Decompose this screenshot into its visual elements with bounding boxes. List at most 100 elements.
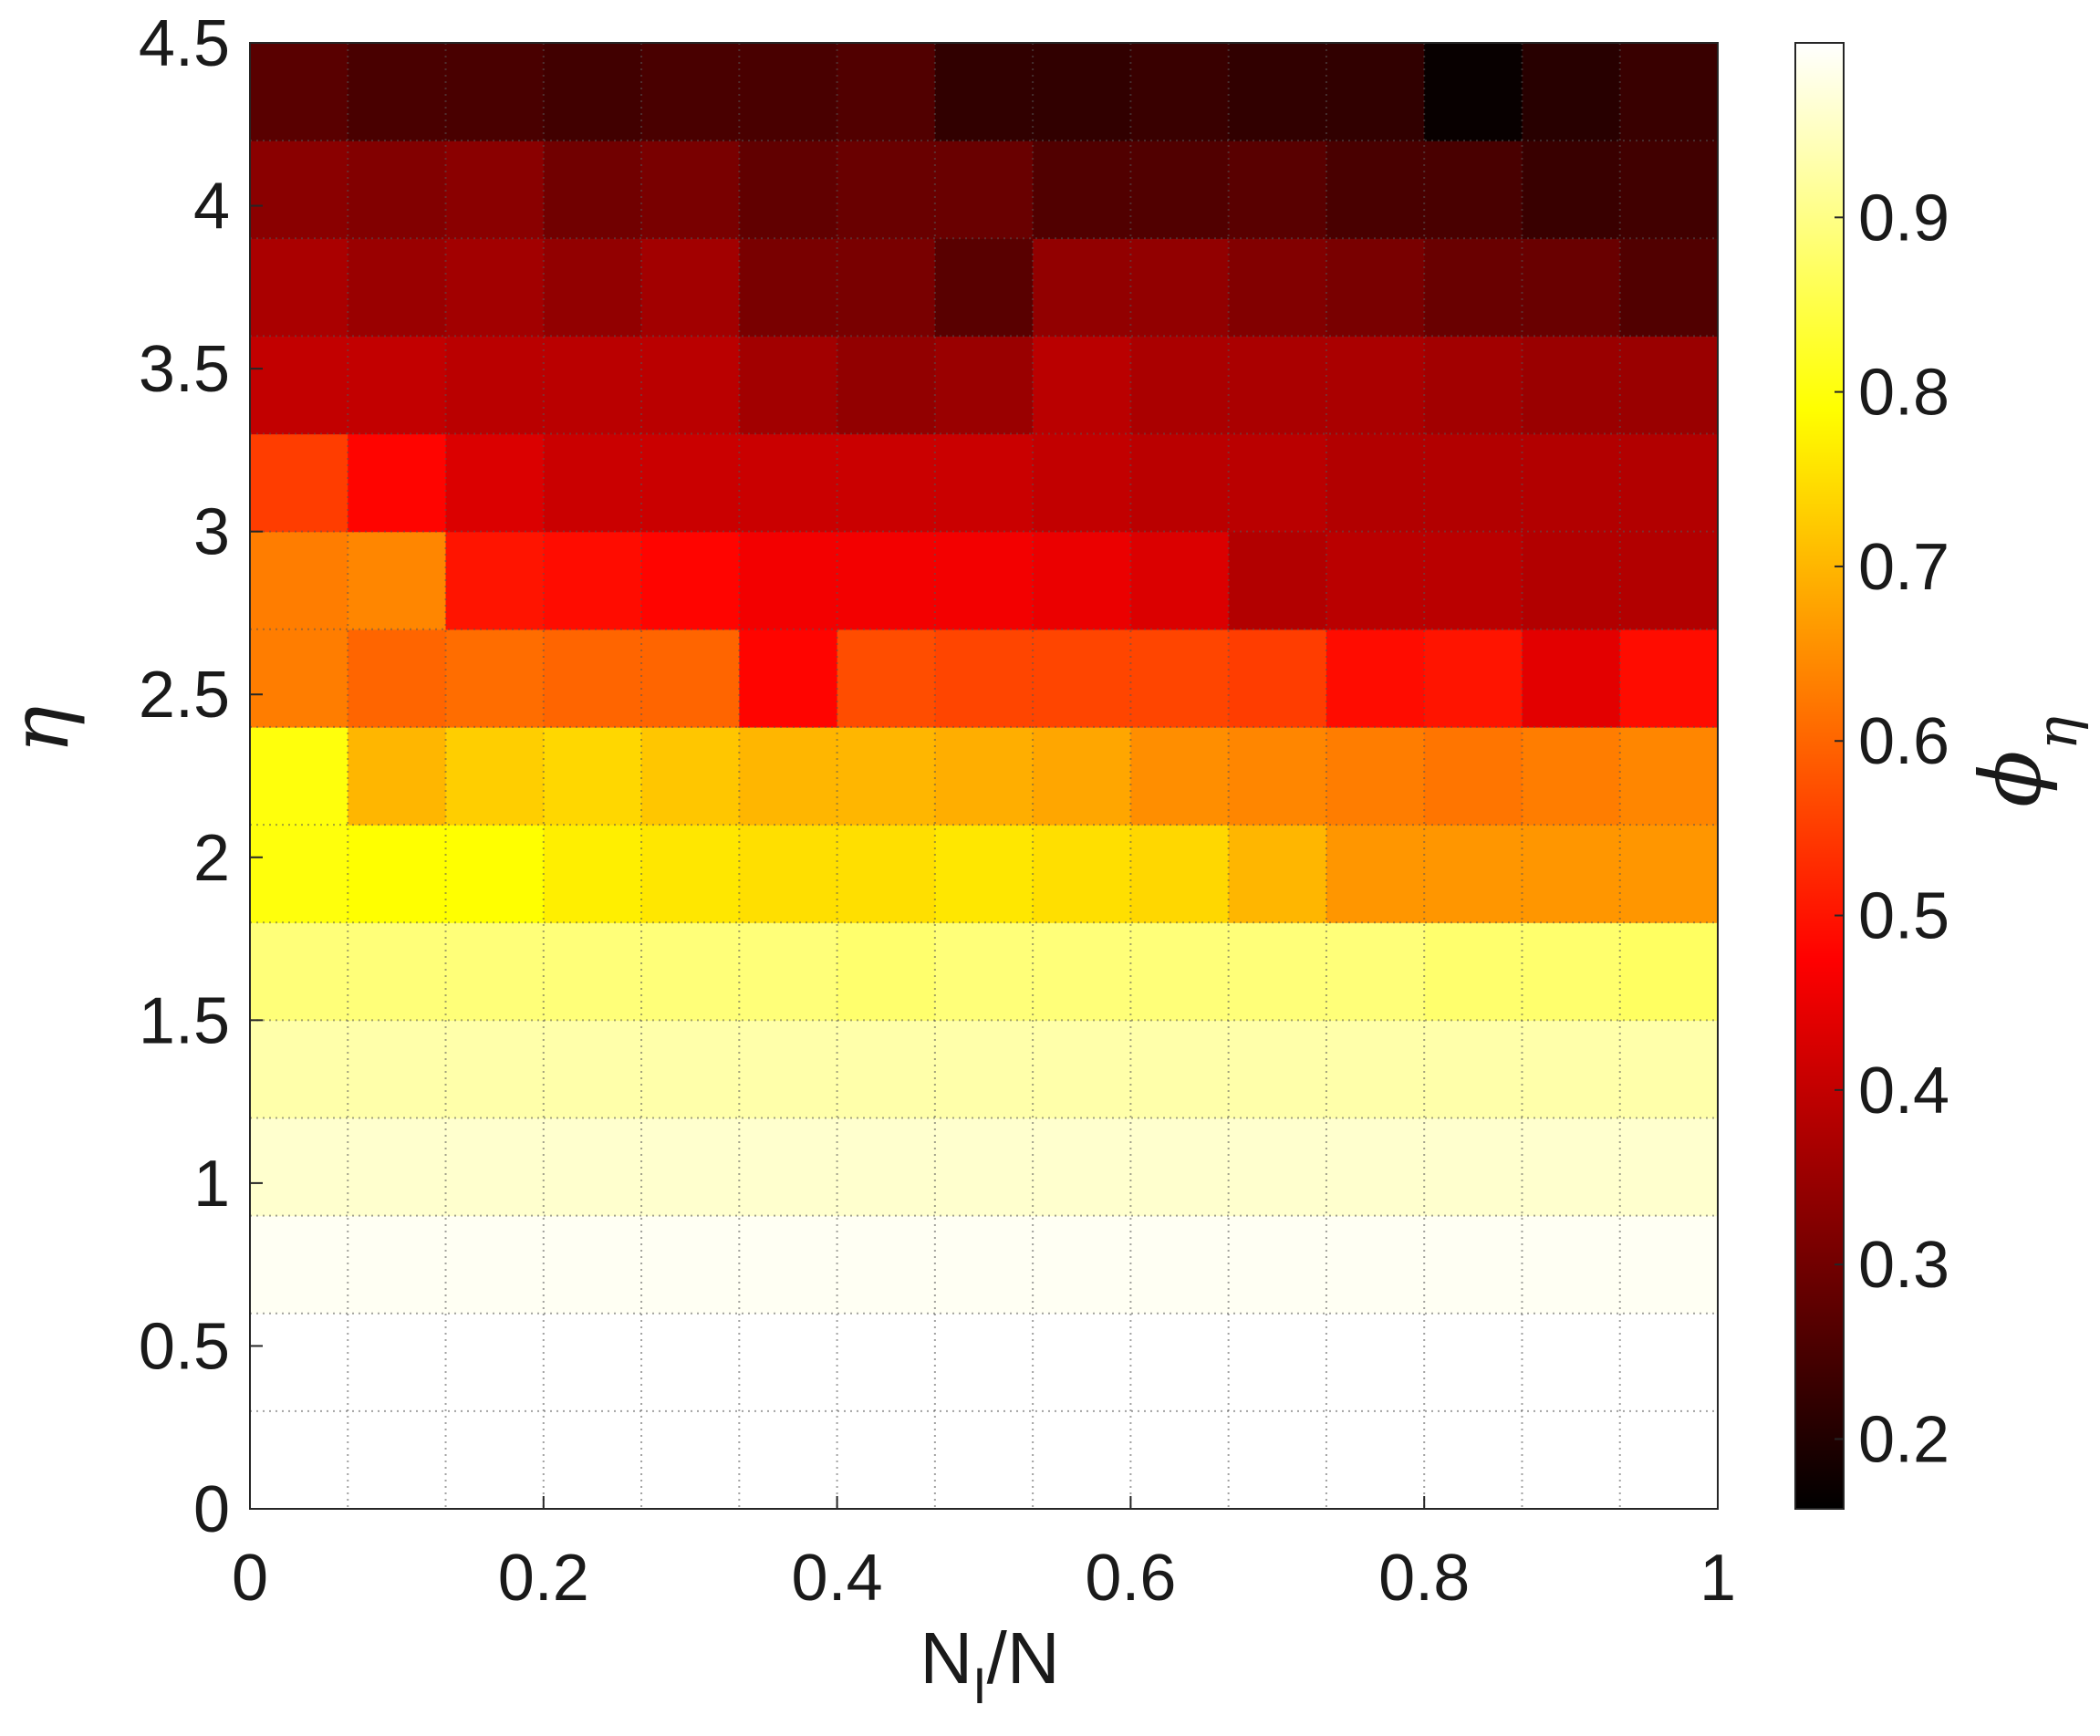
heatmap-cell bbox=[1033, 1313, 1131, 1412]
heatmap-cell bbox=[1424, 629, 1523, 728]
heatmap-cell bbox=[1619, 629, 1719, 728]
heatmap-cell bbox=[739, 629, 838, 728]
heatmap-cell bbox=[1228, 531, 1327, 630]
heatmap-cell bbox=[934, 433, 1034, 533]
heatmap-cell bbox=[739, 825, 838, 923]
heatmap-cell bbox=[543, 336, 642, 435]
heatmap-cell bbox=[1619, 531, 1719, 630]
heatmap-cell bbox=[1619, 1117, 1719, 1217]
heatmap-cell bbox=[641, 1117, 740, 1217]
heatmap-cell bbox=[445, 336, 545, 435]
heatmap-cell bbox=[1228, 1410, 1327, 1510]
colorbar bbox=[1794, 42, 1845, 1510]
heatmap-cell bbox=[1130, 922, 1230, 1021]
heatmap-cell bbox=[1424, 1215, 1523, 1315]
heatmap-cell bbox=[445, 433, 545, 533]
heatmap-cell bbox=[641, 433, 740, 533]
heatmap-cell bbox=[250, 825, 348, 923]
heatmap-cell bbox=[250, 726, 348, 826]
colorbar-tick-label: 0.6 bbox=[1858, 705, 1949, 778]
heatmap-cell bbox=[1033, 922, 1131, 1021]
heatmap-cell bbox=[1424, 531, 1523, 630]
heatmap-cell bbox=[1424, 1410, 1523, 1510]
heatmap-cell bbox=[641, 825, 740, 923]
heatmap-cell bbox=[1325, 1313, 1425, 1412]
heatmap-cell bbox=[1424, 922, 1523, 1021]
heatmap-cell bbox=[641, 43, 740, 141]
heatmap-cell bbox=[445, 140, 545, 239]
heatmap-cell bbox=[543, 922, 642, 1021]
heatmap-cell bbox=[543, 1117, 642, 1217]
y-tick-label: 0.5 bbox=[139, 1310, 230, 1383]
heatmap-cell bbox=[250, 1410, 348, 1510]
heatmap-cell bbox=[250, 1215, 348, 1315]
y-tick-label: 0 bbox=[193, 1473, 230, 1546]
heatmap-cell bbox=[543, 140, 642, 239]
heatmap-cell bbox=[1325, 825, 1425, 923]
heatmap-cell bbox=[641, 1313, 740, 1412]
colorbar-tick-label: 0.9 bbox=[1858, 182, 1949, 255]
heatmap-cell bbox=[837, 922, 936, 1021]
heatmap-cell bbox=[445, 1313, 545, 1412]
y-tick-label: 4.5 bbox=[139, 7, 230, 80]
y-tick-label: 1 bbox=[193, 1148, 230, 1221]
heatmap-cell bbox=[1619, 336, 1719, 435]
heatmap-cell bbox=[543, 629, 642, 728]
heatmap-cell bbox=[250, 238, 348, 337]
heatmap-cell bbox=[250, 43, 348, 141]
heatmap-cell bbox=[1325, 433, 1425, 533]
heatmap-cell bbox=[1522, 825, 1621, 923]
heatmap-cell bbox=[1619, 1020, 1719, 1119]
heatmap-cell bbox=[837, 726, 936, 826]
heatmap-cell bbox=[1033, 43, 1131, 141]
heatmap-cell bbox=[1033, 825, 1131, 923]
heatmap-cell bbox=[739, 140, 838, 239]
heatmap-cell bbox=[641, 336, 740, 435]
heatmap-cell bbox=[1619, 1410, 1719, 1510]
heatmap-cell bbox=[250, 629, 348, 728]
heatmap-cell bbox=[1130, 726, 1230, 826]
heatmap-cell bbox=[1424, 1020, 1523, 1119]
x-tick-label: 0.8 bbox=[1378, 1542, 1470, 1615]
heatmap-cell bbox=[1033, 433, 1131, 533]
x-tick-label: 1 bbox=[1700, 1542, 1736, 1615]
heatmap-cell bbox=[1619, 1215, 1719, 1315]
heatmap-cell bbox=[543, 1215, 642, 1315]
heatmap-cell bbox=[934, 1313, 1034, 1412]
heatmap-cell bbox=[1522, 433, 1621, 533]
heatmap-cell bbox=[739, 531, 838, 630]
heatmap-cell bbox=[543, 1020, 642, 1119]
heatmap-cell bbox=[1522, 1020, 1621, 1119]
heatmap-cell bbox=[934, 629, 1034, 728]
x-axis-label: NI/N bbox=[920, 1617, 1059, 1714]
heatmap-cell bbox=[348, 922, 447, 1021]
heatmap-cell bbox=[1228, 1020, 1327, 1119]
heatmap-cell bbox=[837, 531, 936, 630]
plot-frame bbox=[249, 42, 1719, 1510]
heatmap-cell bbox=[348, 433, 447, 533]
heatmap-cell bbox=[1522, 531, 1621, 630]
heatmap-cell bbox=[445, 1215, 545, 1315]
heatmap-cell bbox=[739, 43, 838, 141]
y-tick-label: 4 bbox=[193, 171, 230, 244]
heatmap-cell bbox=[837, 629, 936, 728]
heatmap-cell bbox=[1325, 140, 1425, 239]
heatmap-cell bbox=[1424, 43, 1523, 141]
heatmap-cell bbox=[348, 1020, 447, 1119]
heatmap-cell bbox=[250, 336, 348, 435]
heatmap-cell bbox=[1228, 140, 1327, 239]
heatmap-cell bbox=[445, 922, 545, 1021]
heatmap-cell bbox=[543, 726, 642, 826]
heatmap-cell bbox=[445, 43, 545, 141]
heatmap-cell bbox=[1619, 140, 1719, 239]
heatmap-cell bbox=[1033, 1020, 1131, 1119]
colorbar-tick-label: 0.8 bbox=[1858, 357, 1949, 430]
heatmap-cell bbox=[1130, 1410, 1230, 1510]
heatmap-cell bbox=[250, 1117, 348, 1217]
heatmap-cell bbox=[1228, 1117, 1327, 1217]
heatmap-cell bbox=[641, 1215, 740, 1315]
heatmap-cell bbox=[641, 1410, 740, 1510]
heatmap-cell bbox=[739, 1215, 838, 1315]
heatmap-cell bbox=[641, 140, 740, 239]
y-tick-label: 3 bbox=[193, 496, 230, 569]
